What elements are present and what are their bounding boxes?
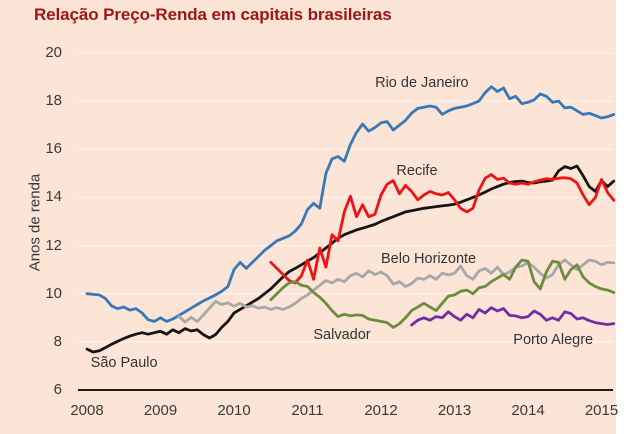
y-tick-label-10: 10 [45, 284, 62, 302]
x-tick-label-2013: 2013 [437, 402, 472, 419]
x-tick-label-2011: 2011 [291, 402, 324, 419]
x-tick-label-2012: 2012 [364, 402, 398, 419]
series-label-s-o-paulo: São Paulo [90, 355, 158, 371]
series-line-recife [269, 173, 616, 285]
series-line-belo-horizonte [177, 258, 616, 324]
y-tick-label-20: 20 [45, 44, 62, 61]
y-tick-label-6: 6 [53, 381, 62, 398]
y-tick-label-8: 8 [53, 332, 62, 350]
x-tick-label-2014: 2014 [511, 402, 545, 419]
x-tick-label-2009: 2009 [143, 402, 178, 419]
plot-background [0, 0, 616, 434]
series-label-porto-alegre: Porto Alegre [513, 331, 594, 348]
series-label-rio-de-janeiro: Rio de Janeiro [375, 74, 469, 91]
x-tick-label-2008: 2008 [70, 402, 104, 419]
y-tick-label-12: 12 [45, 236, 62, 254]
series-label-belo-horizonte: Belo Horizonte [381, 250, 477, 267]
series-label-recife: Recife [396, 163, 438, 180]
x-tick-label-2010: 2010 [217, 402, 251, 419]
y-tick-label-14: 14 [45, 188, 62, 206]
series-line-s-o-paulo [85, 164, 616, 354]
chart-title: Relação Preço-Renda em capitais brasilei… [34, 5, 392, 24]
x-tick-label-2015: 2015 [584, 402, 619, 419]
series-line-porto-alegre [410, 306, 616, 327]
series-line-rio-de-janeiro [85, 85, 616, 323]
y-tick-label-16: 16 [45, 140, 62, 158]
series-label-salvador: Salvador [313, 326, 371, 343]
series-line-salvador [269, 258, 616, 329]
y-axis-title: Anos de renda [26, 173, 44, 272]
y-tick-label-18: 18 [45, 92, 62, 110]
